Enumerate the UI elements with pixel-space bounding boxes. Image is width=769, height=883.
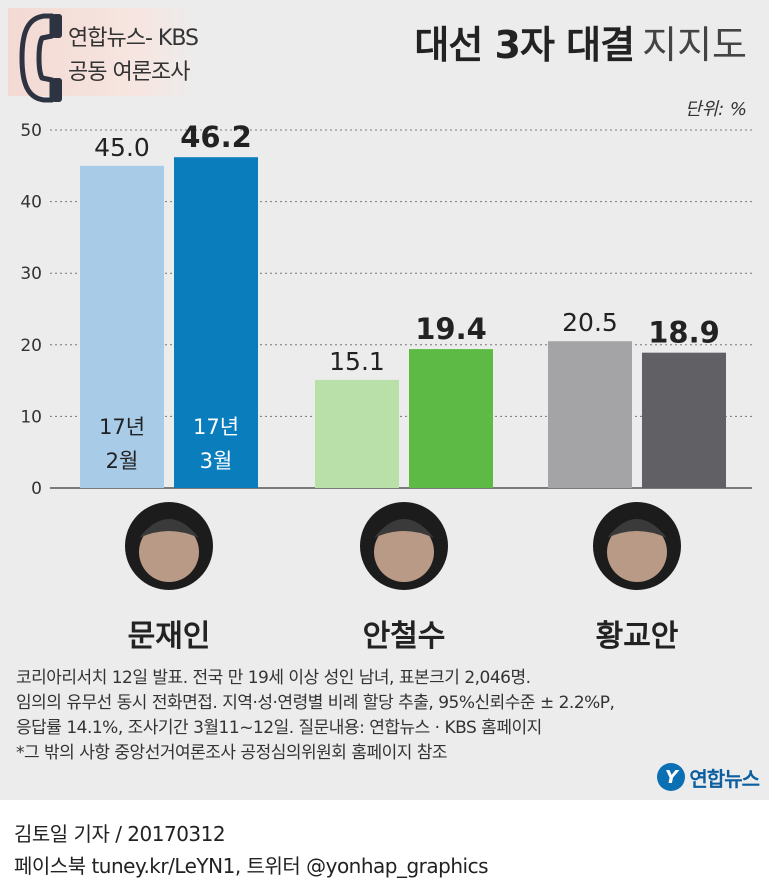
y-tick-label: 40 (20, 193, 42, 213)
category-label: 문재인 (128, 619, 211, 654)
source-line2: 공동 여론조사 (68, 60, 190, 85)
bar (642, 352, 726, 488)
footnote-line: 임의의 유무선 동시 전화면접. 지역·성·연령별 비례 할당 추출, 95%신… (16, 693, 615, 713)
bar-value-label: 46.2 (180, 120, 252, 154)
category-label: 안철수 (363, 619, 446, 654)
series-label: 17년 (99, 415, 145, 439)
y-tick-label: 30 (20, 264, 42, 284)
portrait-hair (139, 519, 199, 538)
bar-value-label: 19.4 (415, 312, 487, 346)
portrait-face (139, 522, 199, 582)
bar-value-label: 45.0 (94, 133, 150, 162)
footnote-line: *그 밖의 사항 중앙선거여론조사 공정심의위원회 홈페이지 참조 (16, 743, 448, 763)
footnotes: 코리아리서치 12일 발표. 전국 만 19세 이상 성인 남녀, 표본크기 2… (16, 666, 756, 766)
title-light: 지지도 (642, 23, 747, 67)
bar (315, 379, 399, 488)
series-label: 2월 (106, 449, 139, 473)
bar-value-label: 20.5 (562, 308, 618, 337)
portrait-face (374, 522, 434, 582)
credit-author: 김토일 기자 / 20170312 (14, 822, 226, 846)
yonhap-logo: Y 연합뉴스 (657, 762, 760, 792)
y-tick-label: 20 (20, 336, 42, 356)
series-label: 17년 (193, 415, 239, 439)
bar (174, 157, 258, 488)
unit-label: 단위: % (684, 99, 747, 120)
portrait-face (607, 522, 667, 582)
bar-value-label: 15.1 (329, 347, 385, 376)
portrait-hair (374, 519, 434, 538)
series-label: 3월 (200, 449, 233, 473)
y-tick-label: 10 (20, 407, 42, 427)
source-line1: 연합뉴스- KBS (68, 26, 199, 51)
bar (80, 165, 164, 489)
footnote-line: 코리아리서치 12일 발표. 전국 만 19세 이상 성인 남녀, 표본크기 2… (16, 668, 531, 688)
chart-title: 대선 3자 대결 지지도 (414, 14, 747, 69)
source-box: 연합뉴스- KBS 공동 여론조사 (8, 8, 199, 103)
title-bold: 대선 3자 대결 (414, 23, 635, 67)
bar (409, 349, 493, 488)
bar (548, 341, 632, 488)
credit-social: 페이스북 tuney.kr/LeYN1, 트위터 @yonhap_graphic… (14, 854, 489, 878)
logo-mark: Y (657, 763, 686, 791)
bar-value-label: 18.9 (648, 316, 720, 350)
y-tick-label: 50 (20, 121, 42, 141)
category-label: 황교안 (596, 619, 679, 654)
portrait-hair (607, 519, 667, 538)
phone-icon (19, 13, 62, 103)
logo-text: 연합뉴스 (689, 766, 760, 791)
y-tick-label: 0 (31, 479, 42, 499)
footnote-line: 응답률 14.1%, 조사기간 3월11~12일. 질문내용: 연합뉴스 · K… (16, 718, 542, 738)
